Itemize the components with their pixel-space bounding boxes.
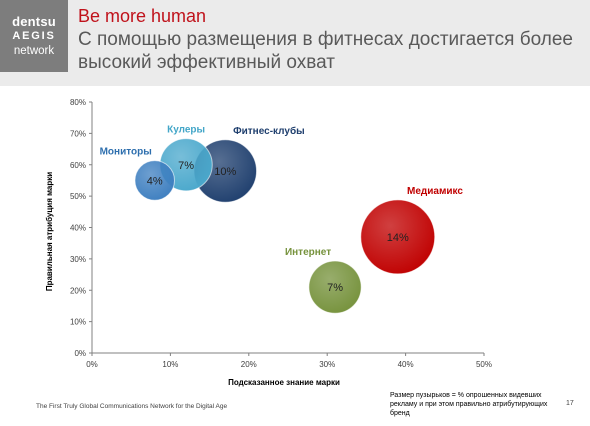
bubble-Медиамикс xyxy=(360,199,436,275)
y-tick-label: 10% xyxy=(70,318,86,327)
brand-title: Be more human xyxy=(78,6,207,26)
series-name-label: Кулеры xyxy=(167,125,205,136)
y-tick-label: 60% xyxy=(70,161,86,170)
x-tick-label: 30% xyxy=(319,360,335,369)
bubble-value-label: 7% xyxy=(178,160,194,172)
series-name-label: Интернет xyxy=(285,247,331,258)
y-tick-label: 0% xyxy=(74,349,86,358)
bubble-value-label: 4% xyxy=(147,175,163,187)
logo-line-2: AEGIS xyxy=(12,30,56,43)
chart-axes: 0% 10% 20% 30% 40% 50% 60% 70% 80% 0% 10% 20% 30% 40%… xyxy=(45,98,492,387)
y-axis-title: Правильная атрибуция марки xyxy=(45,172,54,291)
bubble-size-note: Размер пузырьков = % опрошенных видевших… xyxy=(390,392,548,417)
slide-subtitle: С помощью размещения в фитнесах достигае… xyxy=(78,29,573,73)
y-tick-label: 40% xyxy=(70,224,86,233)
y-tick-label: 80% xyxy=(70,98,86,107)
header-bar: dentsu AEGIS network Be more human С пом… xyxy=(0,0,590,86)
logo-line-1: dentsu xyxy=(12,14,56,30)
bubble-value-label: 10% xyxy=(214,166,236,178)
company-logo: dentsu AEGIS network xyxy=(0,0,68,72)
series-name-label: Мониторы xyxy=(100,147,152,158)
x-tick-label: 40% xyxy=(398,360,414,369)
series-name-label: Фитнес-клубы xyxy=(233,125,305,137)
y-tick-label: 50% xyxy=(70,192,86,201)
series-name-label: Медиамикс xyxy=(407,186,463,197)
footer-tagline: The First Truly Global Communications Ne… xyxy=(36,403,228,410)
x-tick-label: 0% xyxy=(86,360,98,369)
chart-labels: 4% Мониторы 7% Кулеры 10% Фитнес-клубы 14% Меди… xyxy=(100,125,464,295)
y-tick-label: 30% xyxy=(70,255,86,264)
bubble-value-label: 14% xyxy=(387,232,409,244)
y-tick-label: 20% xyxy=(70,286,86,295)
y-tick-label: 70% xyxy=(70,129,86,138)
page-number: 17 xyxy=(566,400,574,407)
x-tick-label: 50% xyxy=(476,360,492,369)
logo-line-3: network xyxy=(13,44,55,57)
bubble-Мониторы xyxy=(134,160,175,201)
x-axis-title: Подсказанное знание марки xyxy=(228,378,340,387)
bubble-chart: 0% 10% 20% 30% 40% 50% 60% 70% 80% 0% 10% 20% 30% 40%… xyxy=(45,98,492,387)
bubble-Интернет xyxy=(308,260,362,314)
bubble-value-label: 7% xyxy=(327,282,343,294)
chart-bubbles xyxy=(134,138,436,314)
x-tick-label: 20% xyxy=(241,360,257,369)
x-tick-label: 10% xyxy=(162,360,178,369)
